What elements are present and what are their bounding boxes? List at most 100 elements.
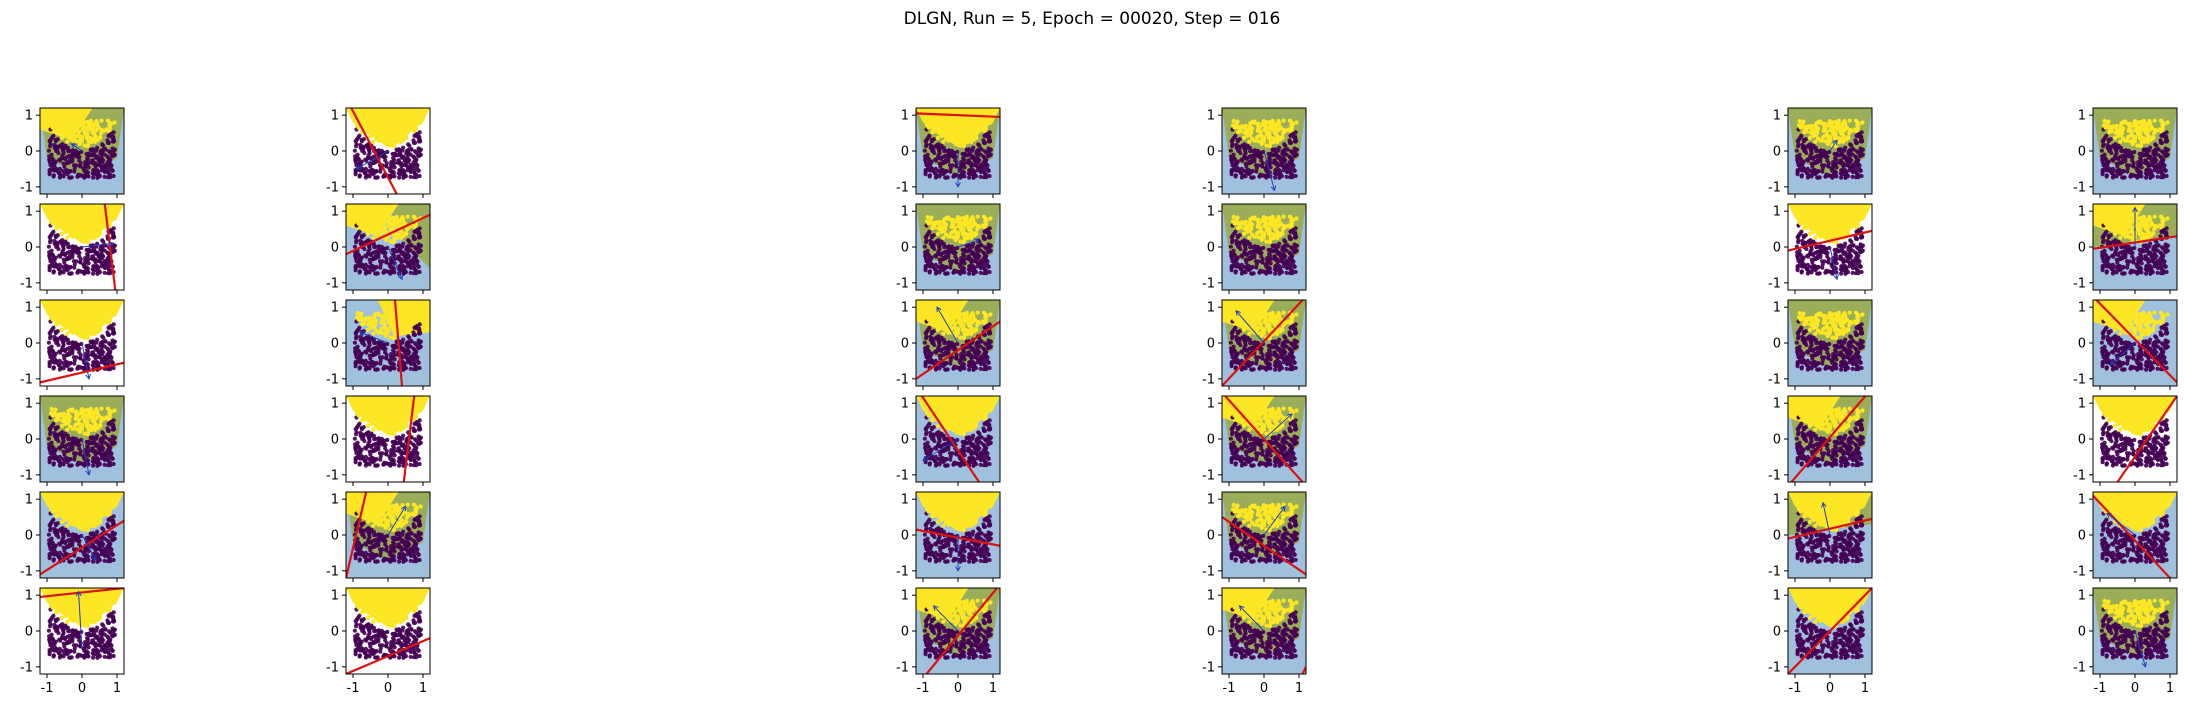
data-point <box>1833 131 1838 136</box>
data-point <box>1794 148 1799 153</box>
data-point <box>1843 137 1849 142</box>
data-point <box>1824 225 1829 230</box>
data-point <box>386 223 391 228</box>
data-point <box>1271 244 1276 249</box>
data-point <box>1842 244 1847 249</box>
data-point <box>986 242 991 247</box>
data-point <box>953 158 958 163</box>
data-point <box>954 260 959 265</box>
data-point <box>971 137 977 142</box>
data-point <box>2139 174 2144 179</box>
data-point <box>1235 139 1240 144</box>
class-region <box>346 204 399 237</box>
data-point <box>1259 237 1264 242</box>
data-point <box>1843 271 1848 276</box>
data-point <box>925 156 931 161</box>
data-point <box>2124 138 2129 143</box>
data-point <box>1282 128 1287 133</box>
data-point <box>2119 245 2124 250</box>
data-point <box>1797 156 1803 161</box>
data-point <box>2146 217 2151 222</box>
data-point <box>987 173 992 179</box>
data-point <box>1257 133 1262 138</box>
data-point <box>1799 264 1804 269</box>
data-point <box>363 262 368 267</box>
data-point <box>1281 118 1286 123</box>
data-point <box>1809 174 1814 179</box>
y-tick-label: 0 <box>1773 145 1781 160</box>
data-point <box>106 169 111 174</box>
data-point <box>102 152 107 157</box>
data-point <box>927 229 932 234</box>
data-point <box>1276 244 1281 249</box>
data-point <box>402 172 407 177</box>
data-point <box>962 270 967 275</box>
data-point <box>2144 257 2150 262</box>
data-point <box>73 128 78 133</box>
data-point <box>952 225 958 230</box>
y-tick-label: -1 <box>326 180 339 195</box>
data-point <box>942 228 947 234</box>
data-point <box>1855 223 1860 228</box>
data-point <box>2158 234 2163 239</box>
scatter-points <box>1228 118 1299 180</box>
data-point <box>363 166 368 171</box>
y-tick-label: 0 <box>25 145 33 160</box>
data-point <box>2135 168 2140 173</box>
data-point <box>2156 260 2161 265</box>
data-point <box>967 268 973 273</box>
data-point <box>967 234 972 239</box>
data-point <box>1241 231 1247 236</box>
data-point <box>2142 148 2147 153</box>
data-point <box>965 244 970 249</box>
data-point <box>357 270 362 275</box>
data-point <box>1847 158 1852 164</box>
data-point <box>985 259 990 264</box>
data-point <box>929 235 935 240</box>
data-point <box>372 228 377 234</box>
data-point <box>2130 237 2135 242</box>
data-point <box>1853 214 1859 219</box>
data-point <box>1278 125 1283 130</box>
data-point <box>982 169 987 174</box>
data-point <box>1250 215 1255 220</box>
data-point <box>364 173 369 178</box>
data-point <box>400 154 405 159</box>
data-point <box>86 270 91 275</box>
data-point <box>1268 151 1273 156</box>
data-point <box>368 170 373 176</box>
data-point <box>382 129 387 134</box>
data-point <box>51 255 56 261</box>
data-point <box>2148 137 2154 142</box>
data-point <box>1816 175 1821 180</box>
data-point <box>1233 229 1238 234</box>
data-point <box>1827 232 1833 237</box>
data-point <box>1293 153 1298 158</box>
data-point <box>2158 175 2164 180</box>
data-point <box>1847 254 1852 260</box>
data-point <box>109 163 114 168</box>
data-point <box>2154 239 2159 244</box>
data-point <box>1240 173 1245 178</box>
data-point <box>2110 262 2115 267</box>
data-point <box>923 172 928 177</box>
data-point <box>82 120 87 125</box>
data-point <box>1268 160 1273 166</box>
data-point <box>1289 223 1294 228</box>
data-point <box>1244 266 1249 272</box>
data-point <box>2129 225 2134 230</box>
data-point <box>1240 220 1245 225</box>
data-point <box>1814 220 1819 225</box>
data-point <box>1854 169 1859 174</box>
data-point <box>1228 148 1233 153</box>
data-point <box>1797 214 1802 220</box>
data-point <box>1857 259 1862 264</box>
data-point <box>2130 173 2136 178</box>
data-point <box>987 153 992 158</box>
data-point <box>75 133 80 138</box>
data-point <box>77 141 82 146</box>
data-point <box>2136 256 2141 261</box>
data-point <box>1288 265 1293 270</box>
data-point <box>949 128 954 133</box>
data-point <box>1250 271 1255 276</box>
